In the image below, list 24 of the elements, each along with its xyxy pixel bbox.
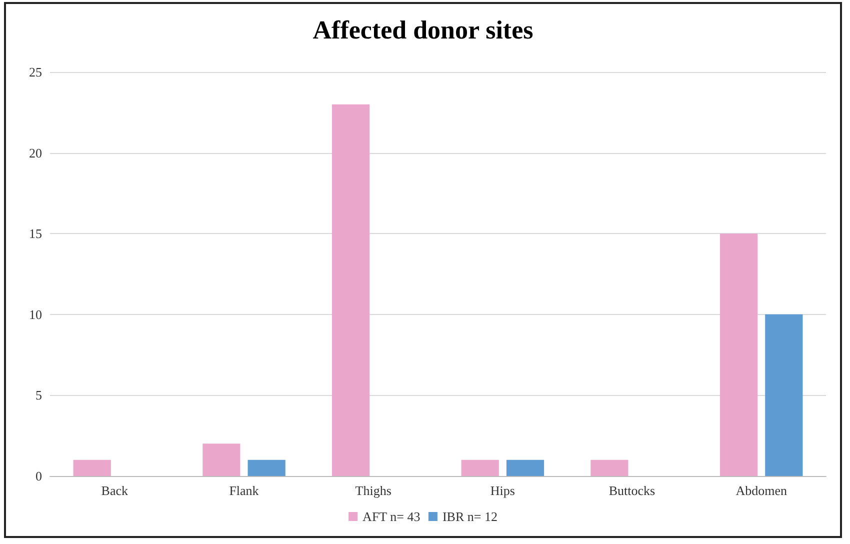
x-tick-label: Abdomen xyxy=(736,483,788,498)
x-tick-label: Buttocks xyxy=(608,483,656,498)
bar xyxy=(73,460,111,476)
y-tick-label: 10 xyxy=(29,306,42,322)
y-tick-label: 15 xyxy=(29,226,42,242)
legend-label: IBR n= 12 xyxy=(442,509,498,524)
bar xyxy=(248,460,286,476)
chart-title: Affected donor sites xyxy=(312,16,534,44)
bar xyxy=(202,444,240,476)
legend-label: AFT n= 43 xyxy=(362,509,420,524)
x-tick-label: Thighs xyxy=(355,483,392,498)
bar xyxy=(332,104,370,476)
x-tick-label: Flank xyxy=(229,483,260,498)
y-tick-label: 0 xyxy=(36,468,42,484)
bar xyxy=(765,314,803,476)
bar xyxy=(720,234,758,476)
bar xyxy=(506,460,544,476)
bar xyxy=(461,460,499,476)
y-tick-label: 20 xyxy=(29,145,42,160)
bar xyxy=(590,460,628,476)
x-tick-label: Back xyxy=(101,483,129,498)
y-tick-label: 5 xyxy=(36,388,42,403)
y-tick-label: 25 xyxy=(29,64,42,80)
x-tick-label: Hips xyxy=(490,483,515,498)
